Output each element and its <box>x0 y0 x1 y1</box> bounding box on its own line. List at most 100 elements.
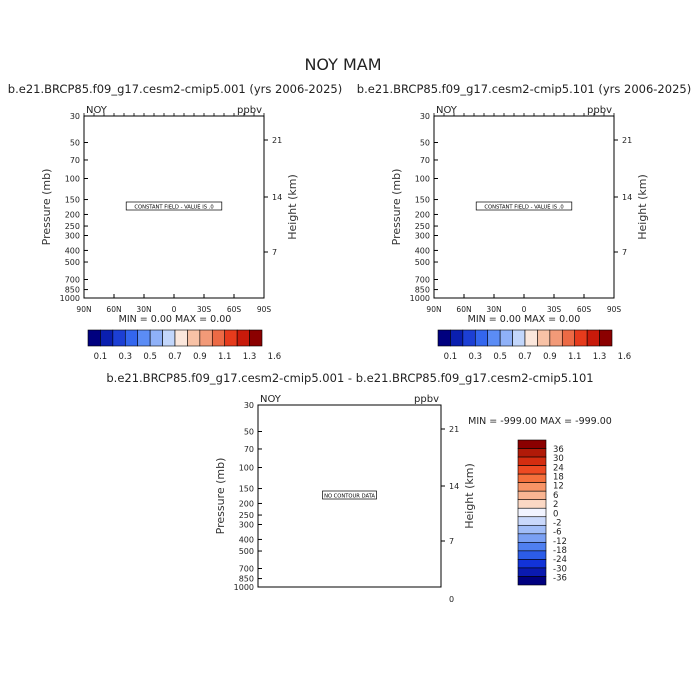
pressure-tick-label: 100 <box>239 463 254 472</box>
colorbar-swatch <box>561 329 576 347</box>
annotation-text: NO CONTOUR DATA <box>324 494 375 500</box>
colorbar-swatch <box>149 329 163 347</box>
lat-tick-label: 60N <box>456 305 471 314</box>
lat-tick-label: 60S <box>227 305 242 314</box>
panel-title: b.e21.BRCP85.f09_g17.cesm2-cmip5.101 (yr… <box>357 82 691 96</box>
colorbar-label: 0.3 <box>469 352 483 362</box>
colorbar-label: 1.3 <box>243 352 257 362</box>
y-axis-label: Pressure (mb) <box>40 169 53 246</box>
annotation-text: CONSTANT FIELD - VALUE IS .0 <box>484 205 563 211</box>
colorbar-swatch <box>512 329 526 347</box>
colorbar-swatch <box>87 329 101 347</box>
colorbar-label: 24 <box>553 463 564 473</box>
colorbar-label: -18 <box>553 546 567 556</box>
colorbar-label: 6 <box>553 491 558 501</box>
colorbar-label: 1.6 <box>268 352 282 362</box>
pressure-tick-label: 150 <box>65 196 80 205</box>
colorbar-label: 36 <box>553 445 564 455</box>
pressure-tick-label: 200 <box>415 210 430 219</box>
variable-label: NOY <box>436 105 458 116</box>
colorbar-label: 0.3 <box>119 352 133 362</box>
height-tick-label: 14 <box>272 193 282 202</box>
pressure-tick-label: 200 <box>65 210 80 219</box>
annotation-box <box>322 490 377 500</box>
colorbar-label: 0.7 <box>518 352 532 362</box>
lat-tick-label: 60N <box>106 305 121 314</box>
colorbar-label: -24 <box>553 555 567 565</box>
panel-title: b.e21.BRCP85.f09_g17.cesm2-cmip5.001 (yr… <box>8 82 342 96</box>
height-tick-label: 0 <box>449 595 454 604</box>
pressure-tick-label: 1000 <box>410 294 430 303</box>
pressure-tick-label: 30 <box>70 112 80 121</box>
variable-label: NOY <box>86 105 108 116</box>
colorbar-swatch <box>517 456 547 466</box>
colorbar-swatch <box>112 329 126 347</box>
colorbar-label: -6 <box>553 528 561 538</box>
pressure-tick-label: 850 <box>239 575 254 584</box>
colorbar-swatch <box>517 533 547 543</box>
pressure-tick-label: 200 <box>239 499 254 508</box>
colorbar-swatch <box>517 550 547 560</box>
pressure-tick-label: 500 <box>65 258 80 267</box>
colorbar-label: -2 <box>553 518 561 528</box>
colorbar-swatch <box>517 524 547 535</box>
colorbar-swatch <box>187 329 201 347</box>
panel-1: b.e21.BRCP85.f09_g17.cesm2-cmip5.001 (yr… <box>8 82 342 362</box>
height-tick-label: 14 <box>622 193 632 202</box>
lat-tick-label: 0 <box>172 305 177 314</box>
pressure-tick-label: 50 <box>244 428 254 437</box>
colorbar-swatch <box>174 329 188 347</box>
colorbar-swatch <box>517 567 547 577</box>
colorbar-label: 18 <box>553 473 564 483</box>
colorbar-swatch <box>474 329 489 347</box>
height-tick-label: 21 <box>622 136 632 145</box>
colorbar-label: 1.1 <box>218 352 232 362</box>
colorbar-swatch <box>586 329 600 347</box>
colorbar-swatch <box>517 559 547 569</box>
lat-tick-label: 90N <box>76 305 91 314</box>
colorbar-swatch <box>224 329 238 347</box>
pressure-tick-label: 500 <box>415 258 430 267</box>
pressure-tick-label: 70 <box>420 156 430 165</box>
colorbar-label: 1.6 <box>618 352 632 362</box>
y-axis-label: Pressure (mb) <box>390 169 403 246</box>
right-axis-label: Height (km) <box>286 174 299 240</box>
colorbar-swatch <box>517 490 547 501</box>
lat-tick-label: 60S <box>577 305 592 314</box>
colorbar-label: 1.3 <box>593 352 607 362</box>
panel-title: b.e21.BRCP85.f09_g17.cesm2-cmip5.001 - b… <box>106 371 593 385</box>
pressure-tick-label: 300 <box>415 232 430 241</box>
colorbar-swatch <box>517 516 547 526</box>
colorbar-label: 0.1 <box>444 352 458 362</box>
figure-title: NOY MAM <box>304 55 381 74</box>
pressure-tick-label: 100 <box>65 174 80 183</box>
units-label: ppbv <box>587 105 612 116</box>
colorbar-swatch <box>517 448 547 458</box>
colorbar-label: -36 <box>553 574 567 584</box>
colorbar-swatch <box>211 329 226 347</box>
pressure-tick-label: 400 <box>65 246 80 255</box>
colorbar-swatch <box>537 329 551 347</box>
colorbar-label: -30 <box>553 564 567 574</box>
height-tick-label: 7 <box>272 248 277 257</box>
lat-tick-label: 90S <box>257 305 272 314</box>
min-max-stats: MIN = -999.00 MAX = -999.00 <box>468 416 612 427</box>
pressure-tick-label: 700 <box>239 564 254 573</box>
pressure-tick-label: 500 <box>239 547 254 556</box>
pressure-tick-label: 70 <box>70 156 80 165</box>
pressure-tick-label: 400 <box>239 535 254 544</box>
pressure-tick-label: 1000 <box>60 294 80 303</box>
height-tick-label: 21 <box>449 425 459 434</box>
colorbar-swatch <box>437 329 451 347</box>
pressure-tick-label: 100 <box>415 174 430 183</box>
pressure-tick-label: 250 <box>239 511 254 520</box>
colorbar-label: 12 <box>553 482 564 492</box>
units-label: ppbv <box>414 394 439 405</box>
colorbar-swatch <box>517 439 547 449</box>
annotation-text: CONSTANT FIELD - VALUE IS .0 <box>134 205 213 211</box>
colorbar-swatch <box>517 576 547 586</box>
annotation-box <box>125 201 223 211</box>
colorbar-label: 0.7 <box>168 352 182 362</box>
colorbar-swatch <box>517 499 547 509</box>
